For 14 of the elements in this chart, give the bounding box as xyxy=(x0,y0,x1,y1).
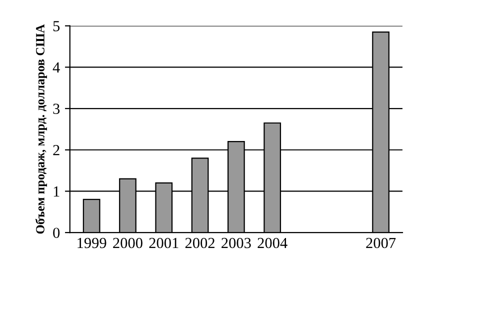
x-tick-label: 2002 xyxy=(185,238,214,248)
x-tick-label: 2004 xyxy=(258,238,288,248)
y-tick-label: 4 xyxy=(52,62,60,72)
y-axis-title: Объем продаж, млрд. долларов США xyxy=(35,24,47,234)
y-tick-label: 2 xyxy=(53,145,60,156)
x-tick-label: 2000 xyxy=(113,238,142,248)
y-tick-label: 5 xyxy=(53,21,60,32)
y-tick-label: 3 xyxy=(53,104,60,114)
y-tick-label: 1 xyxy=(54,186,60,197)
x-tick-label: 2001 xyxy=(149,238,178,248)
y-tick-label: 0 xyxy=(53,228,60,238)
x-tick-label: 2007 xyxy=(366,238,396,248)
x-tick-label: 1999 xyxy=(78,238,106,248)
x-tick-label: 2003 xyxy=(222,238,251,248)
